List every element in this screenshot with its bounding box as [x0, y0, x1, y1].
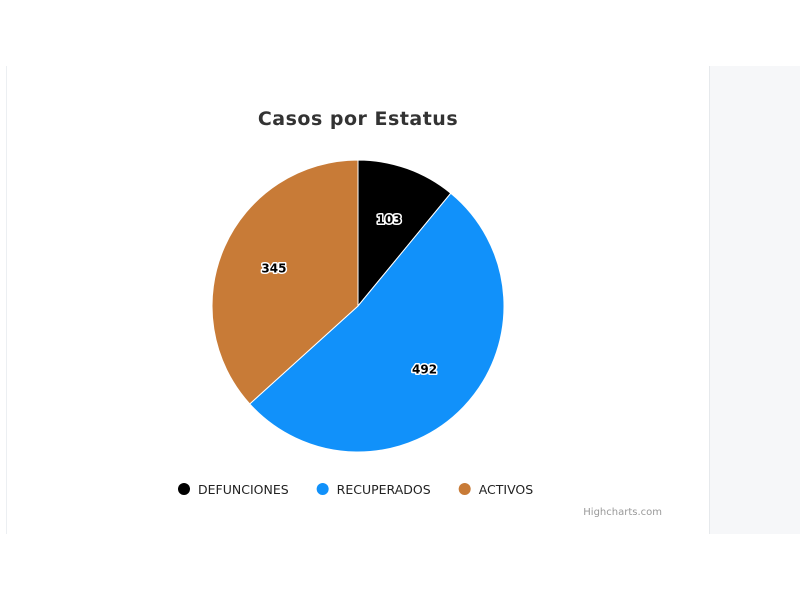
legend-label: ACTIVOS — [479, 482, 534, 497]
pie-slice-activos[interactable] — [211, 159, 359, 405]
legend-label: DEFUNCIONES — [198, 482, 289, 497]
pie-slices — [211, 159, 505, 453]
chart-title: Casos por Estatus — [258, 108, 458, 130]
side-panel — [710, 66, 800, 534]
pie-slice-defunciones[interactable] — [357, 159, 452, 308]
data-label-recuperados: 492 — [412, 363, 437, 377]
legend-label: RECUPERADOS — [337, 482, 431, 497]
credits-link[interactable]: Highcharts.com — [583, 507, 662, 518]
legend-marker — [178, 483, 190, 495]
pie-data-labels: 103 492 345 — [260, 211, 439, 378]
data-label-defunciones: 103 — [377, 212, 402, 226]
pie-slice-recuperados[interactable] — [249, 192, 505, 453]
legend-item-activos[interactable]: ACTIVOS — [458, 482, 534, 497]
legend-item-defunciones[interactable]: DEFUNCIONES — [178, 482, 289, 497]
legend-marker — [458, 483, 471, 495]
data-label-activos: 345 — [261, 262, 286, 276]
legend-item-recuperados[interactable]: RECUPERADOS — [316, 482, 431, 497]
legend-marker — [316, 483, 329, 495]
chart-legend: DEFUNCIONES RECUPERADOS ACTIVOS — [178, 482, 533, 497]
